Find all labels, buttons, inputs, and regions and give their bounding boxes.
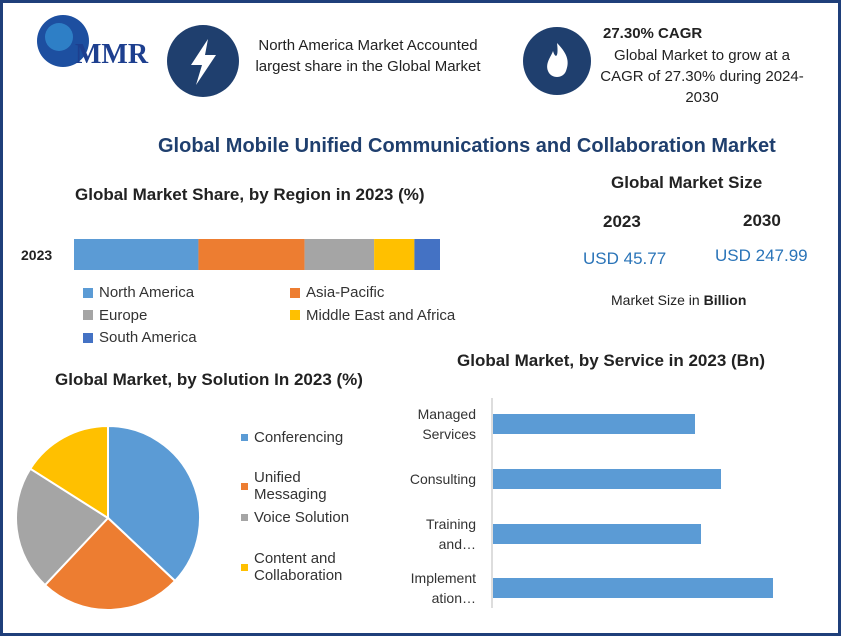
logo-globe-light [45, 23, 73, 51]
y-tick-label: Training and… [425, 516, 476, 552]
flame-icon [547, 43, 568, 77]
region-title: Global Market Share, by Region in 2023 (… [75, 185, 425, 204]
legend-item: Conferencing [241, 429, 361, 446]
size-value: USD 45.77 [583, 249, 667, 268]
legend-swatch [241, 514, 248, 521]
cagr-title: 27.30% CAGR [603, 25, 703, 42]
bar-segment [374, 239, 415, 270]
size-title: Global Market Size [611, 173, 763, 192]
solution-title: Global Market, by Solution In 2023 (%) [55, 370, 363, 389]
graphics [15, 15, 773, 611]
legend-swatch [241, 482, 248, 490]
size-note: Market Size in Billion [611, 292, 746, 308]
size-year: 2030 [743, 211, 781, 230]
legend-swatch [290, 287, 300, 298]
legend-item: Unified Messaging [241, 469, 361, 503]
bar [493, 414, 695, 434]
legend-swatch [83, 310, 93, 320]
legend-swatch [241, 434, 248, 441]
bar-segment [198, 239, 305, 270]
legend-label: Asia-Pacific [306, 284, 385, 301]
legend-label: Unified Messaging [254, 469, 327, 503]
legend-item: Middle East and Africa [290, 307, 490, 324]
legend-item: Asia-Pacific [290, 284, 490, 301]
bar [493, 578, 773, 598]
bar-segment [414, 239, 440, 270]
pie-slice [43, 516, 177, 611]
legend-label: Conferencing [254, 429, 344, 446]
legend-item: South America [83, 329, 283, 346]
size-note-text: Market Size in [611, 292, 700, 308]
pie-slice [15, 467, 110, 587]
legend-swatch [83, 332, 93, 343]
legend-swatch [290, 310, 300, 320]
bar [493, 524, 701, 544]
legend-label: South America [99, 329, 197, 346]
legend-swatch [83, 287, 93, 298]
legend-swatch [241, 563, 248, 571]
legend-item: Europe [83, 307, 283, 324]
legend-item: Voice Solution [241, 509, 361, 526]
row-label: 2023 [21, 247, 53, 263]
pie-slice [107, 424, 201, 583]
service-title: Global Market, by Service in 2023 (Bn) [457, 351, 766, 370]
main-title: Global Mobile Unified Communications and… [158, 135, 776, 157]
legend-label: Europe [99, 306, 148, 324]
legend-item: North America [83, 284, 283, 301]
y-tick-label: Implement ation… [410, 570, 476, 606]
legend-label: North America [99, 284, 195, 301]
legend-item: Content and Collaboration [241, 550, 361, 584]
bar [493, 469, 721, 489]
y-tick-label: Managed Services [417, 406, 476, 442]
bar-segment [74, 239, 199, 270]
legend-label: Voice Solution [254, 509, 350, 526]
size-value: USD 247.99 [715, 246, 808, 265]
cagr-text: Global Market to grow at a CAGR of 27.30… [600, 47, 804, 106]
legend-label: Content and Collaboration [254, 550, 343, 584]
y-tick-label: Consulting [409, 471, 476, 487]
bar-segment [304, 239, 375, 270]
size-year: 2023 [603, 212, 641, 231]
logo-text: MMR [75, 39, 149, 70]
size-unit: Billion [703, 292, 747, 308]
bolt-icon [191, 39, 216, 85]
legend-label: Middle East and Africa [306, 306, 456, 324]
pie-slice [28, 424, 109, 520]
highlight-text: North America Market Accounted largest s… [255, 37, 481, 75]
